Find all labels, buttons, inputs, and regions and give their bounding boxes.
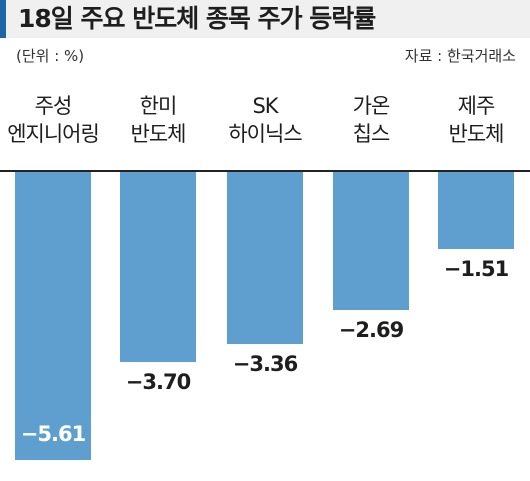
- category-label-line: 한미: [139, 94, 178, 118]
- category-label-line: 제주: [457, 94, 496, 118]
- category-label-line: 가온: [352, 94, 391, 118]
- chart-title: 18일 주요 반도체 종목 주가 등락률: [18, 4, 376, 33]
- data-label: −5.61: [20, 422, 86, 446]
- title-bar: 18일 주요 반도체 종목 주가 등락률: [0, 0, 530, 38]
- category-label-line: 칩스: [352, 122, 391, 146]
- category-label: SK 하이닉스: [210, 92, 320, 148]
- bar: [120, 171, 196, 362]
- data-label: −2.69: [338, 317, 404, 342]
- bar: [333, 171, 409, 310]
- data-label: −3.70: [125, 369, 191, 394]
- unit-note: (단위 : %): [16, 47, 85, 65]
- source-note: 자료 : 한국거래소: [404, 47, 516, 65]
- category-label-line: 엔지니어링: [7, 122, 100, 146]
- category-label-line: SK: [252, 94, 278, 118]
- category-label-line: 하이닉스: [228, 122, 302, 146]
- category-label-line: 반도체: [448, 122, 505, 146]
- category-label-line: 주성: [34, 94, 73, 118]
- bar: [227, 171, 303, 345]
- data-label: −1.51: [443, 256, 509, 281]
- bar: [15, 171, 91, 460]
- category-label-line: 반도체: [130, 122, 187, 146]
- bar: [438, 171, 514, 249]
- title-accent: [0, 0, 6, 38]
- data-label: −3.36: [232, 352, 298, 377]
- x-axis-line: [0, 170, 530, 172]
